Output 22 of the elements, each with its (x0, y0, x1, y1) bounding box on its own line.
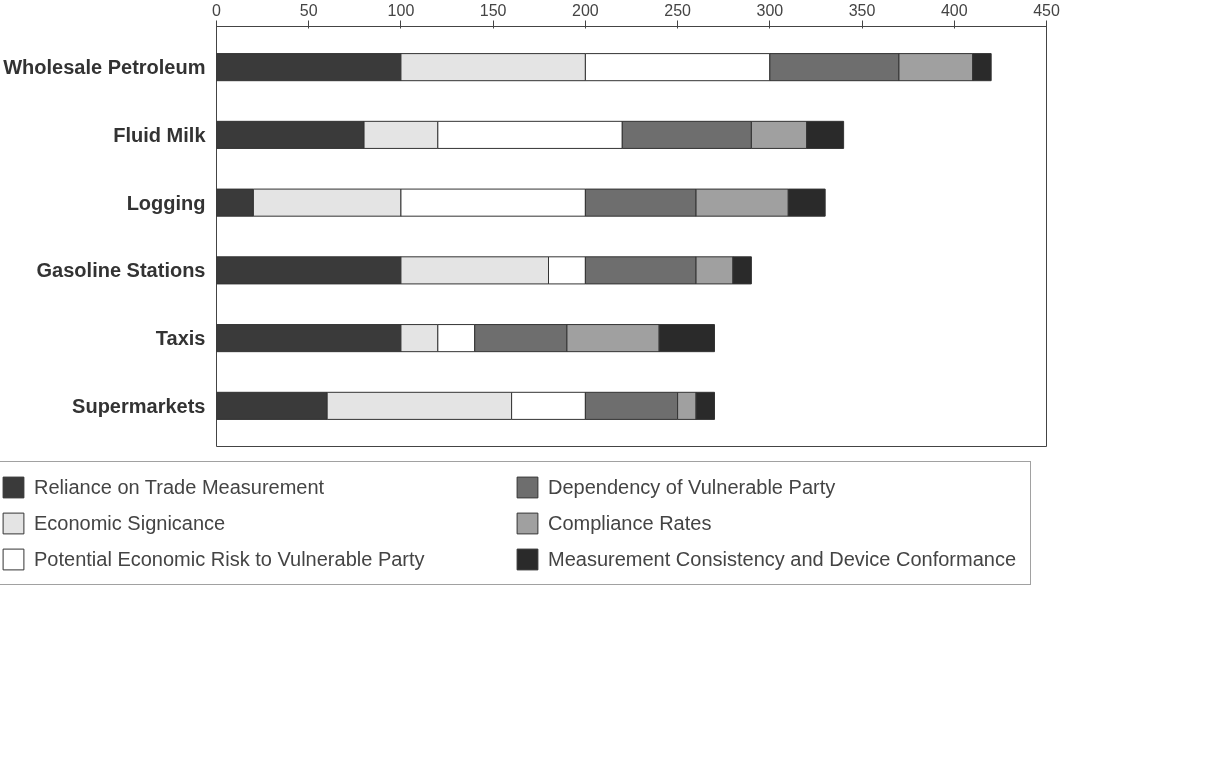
y-tick-label: Supermarkets (72, 394, 206, 417)
legend-label: Measurement Consistency and Device Conformance (548, 547, 1017, 571)
y-tick-label: Taxis (155, 327, 206, 350)
x-tick-label: 450 (1033, 1, 1060, 19)
legend-label: Potential Economic Risk to Vulnerable Party (34, 547, 426, 571)
x-tick-label: 100 (387, 1, 415, 19)
x-tick-label: 50 (299, 1, 318, 19)
legend-label: Reliance on Trade Measurement (34, 475, 326, 499)
legend-label: Compliance Rates (548, 511, 713, 535)
x-tick-label: 0 (212, 1, 222, 19)
legend-label: Dependency of Vulnerable Party (548, 475, 837, 499)
x-tick-label: 350 (848, 1, 876, 19)
x-tick-label: 250 (664, 1, 692, 19)
y-tick-label: Fluid Milk (113, 123, 207, 146)
y-tick-label: Gasoline Stations (36, 259, 206, 282)
y-tick-label: Wholesale Petroleum (3, 56, 206, 79)
y-tick-label: Logging (126, 191, 206, 214)
legend-label: Economic Signicance (34, 511, 227, 535)
x-tick-label: 150 (479, 1, 507, 19)
x-tick-label: 300 (756, 1, 784, 19)
x-tick-label: 200 (572, 1, 599, 19)
x-tick-label: 400 (940, 1, 968, 19)
